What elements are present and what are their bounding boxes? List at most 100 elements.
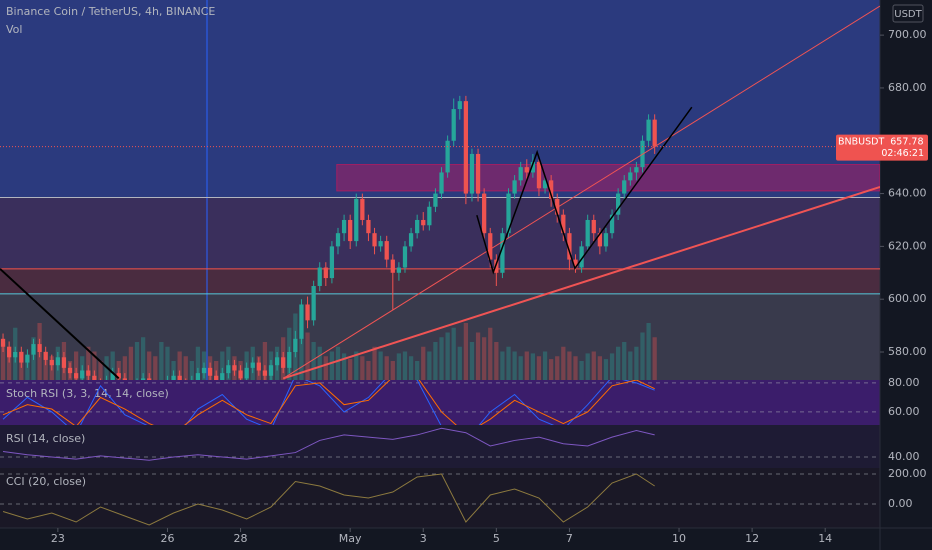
- volume-bar: [384, 356, 389, 380]
- candle-body: [555, 198, 560, 215]
- volume-bar: [628, 351, 633, 380]
- volume-bar: [396, 353, 402, 380]
- candle-body: [86, 370, 91, 376]
- candle-body: [37, 344, 42, 353]
- band: [0, 295, 880, 380]
- volume-bar: [220, 351, 225, 380]
- volume-bar: [177, 351, 182, 380]
- volume-bar: [341, 353, 347, 380]
- y-tick-label: 680.00: [888, 81, 927, 94]
- volume-bar: [299, 323, 304, 380]
- volume-bar: [524, 351, 529, 380]
- candle-body: [13, 352, 18, 358]
- candle-body: [372, 233, 377, 247]
- volume-bar: [360, 356, 365, 380]
- indicator-line: [2, 380, 655, 425]
- x-tick-label: May: [339, 532, 362, 545]
- band: [0, 268, 880, 295]
- candle-body: [609, 214, 615, 234]
- indicator-label: RSI (14, close): [6, 432, 85, 445]
- volume-bar: [561, 346, 566, 380]
- volume-bar: [652, 337, 657, 380]
- indicator-tick-label: 80.00: [888, 376, 920, 389]
- candle-body: [25, 354, 30, 363]
- x-tick-label: 3: [420, 532, 427, 545]
- indicator-tick-label: 0.00: [888, 497, 913, 510]
- symbol: BNBUSDT: [838, 136, 884, 147]
- candle-body: [366, 219, 371, 234]
- candle-body: [402, 246, 408, 268]
- candle-body: [207, 367, 213, 376]
- volume-bar: [147, 351, 152, 380]
- band: [0, 197, 880, 268]
- volume-bar: [469, 342, 475, 380]
- candle-body: [0, 338, 6, 347]
- volume-bar: [189, 361, 194, 380]
- volume-bar: [555, 356, 560, 380]
- volume-bar: [475, 332, 481, 380]
- candle-body: [628, 172, 633, 181]
- candle-body: [500, 233, 505, 273]
- y-tick-label: 700.00: [888, 28, 927, 41]
- candle-body: [530, 161, 536, 173]
- volume-label: Vol: [6, 23, 22, 36]
- candle-body: [622, 180, 627, 194]
- candle-body: [597, 233, 602, 247]
- volume-bar: [640, 332, 645, 380]
- candle-body: [427, 206, 432, 226]
- volume-bar: [305, 332, 310, 380]
- candle-body: [415, 219, 420, 234]
- volume-bar: [463, 323, 469, 380]
- candle-body: [354, 198, 359, 242]
- candle-body: [55, 357, 60, 366]
- volume-bar: [122, 356, 127, 380]
- volume-bar: [323, 356, 328, 380]
- candle-body: [80, 370, 85, 379]
- candle-body: [73, 373, 79, 379]
- volume-bar: [73, 351, 79, 380]
- candle-body: [408, 233, 414, 247]
- candle-body: [579, 246, 584, 268]
- candle-body: [299, 304, 304, 339]
- volume-bar: [433, 342, 438, 380]
- volume-bar: [366, 361, 371, 380]
- volume-bar: [354, 351, 359, 380]
- candle-body: [396, 267, 402, 273]
- volume-bar: [439, 337, 444, 380]
- indicator-tick-label: 200.00: [888, 467, 927, 480]
- candle-body: [549, 180, 554, 199]
- candle-body: [603, 233, 609, 247]
- trend-line: [0, 268, 120, 380]
- volume-bar: [415, 361, 420, 380]
- trend-line: [282, 186, 880, 380]
- candle-body: [469, 153, 475, 194]
- candle-body: [268, 365, 274, 376]
- volume-bar: [98, 361, 103, 380]
- candle-body: [244, 367, 249, 379]
- candle-body: [116, 373, 121, 379]
- y-tick-label: 640.00: [888, 187, 927, 200]
- trend-line: [476, 106, 693, 275]
- volume-bar: [43, 351, 48, 380]
- volume-bar: [317, 346, 322, 380]
- candle-body: [488, 233, 493, 260]
- volume-bar: [603, 359, 609, 380]
- indicator-label: Stoch RSI (3, 3, 14, 14, close): [6, 387, 169, 400]
- candle-body: [19, 352, 24, 363]
- price-pane: [0, 5, 880, 380]
- candle-body: [311, 285, 316, 321]
- candle-body: [482, 193, 487, 234]
- volume-bar: [512, 351, 517, 380]
- candle-body: [287, 352, 292, 368]
- indicator-tick-label: 40.00: [888, 450, 920, 463]
- candle-body: [591, 219, 596, 234]
- candle-body: [7, 346, 12, 358]
- volume-bar: [92, 351, 97, 380]
- zone: [336, 164, 880, 192]
- volume-bar: [7, 346, 12, 380]
- candle-body: [110, 373, 115, 380]
- indicator-line: [2, 473, 655, 526]
- volume-bar: [591, 351, 596, 380]
- candle-body: [390, 259, 395, 273]
- candle-body: [92, 375, 97, 380]
